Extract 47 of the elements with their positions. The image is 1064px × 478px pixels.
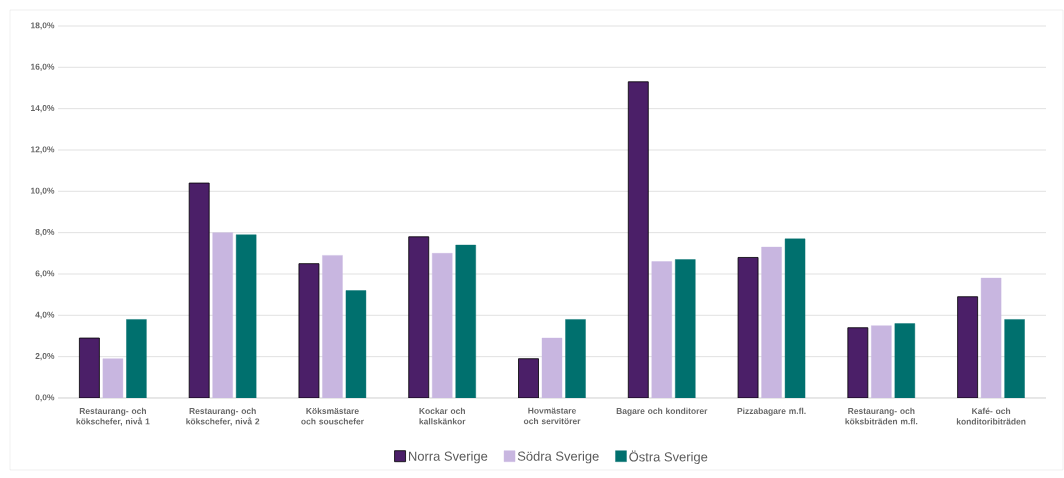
x-tick-label: Pizzabagare m.fl.: [737, 407, 806, 416]
bar: [322, 255, 343, 398]
bar: [455, 244, 476, 398]
x-tick-label: Bagare och konditorer: [616, 407, 708, 416]
bar: [79, 337, 100, 398]
legend-label: Norra Sverige: [409, 451, 488, 464]
bar: [871, 325, 892, 398]
bar: [761, 246, 782, 398]
y-tick-label: 18,0%: [31, 22, 55, 30]
x-tick-label: Restaurang- och kökschefer, nivå 1: [76, 407, 150, 426]
y-tick-label: 2,0%: [35, 353, 55, 361]
x-tick-label: Restaurang- och köksbiträden m.fl.: [845, 407, 918, 425]
bar: [212, 232, 233, 398]
bar: [102, 358, 124, 398]
bar: [188, 182, 210, 398]
bar: [1004, 319, 1025, 398]
x-tick-label: Hovmästare och servitörer: [523, 407, 581, 425]
y-tick-label: 16,0%: [31, 63, 55, 71]
y-tick-label: 6,0%: [35, 270, 55, 278]
x-tick-label: Restaurang- och kökschefer, nivå 2: [186, 407, 260, 426]
y-tick-label: 4,0%: [35, 311, 55, 319]
y-tick-label: 12,0%: [31, 146, 55, 154]
bar: [345, 290, 367, 398]
x-tick-label: Kafé- och konditoribiträden: [956, 407, 1026, 425]
bar: [518, 358, 539, 398]
x-tick-label: Köksmästare och souschefer: [301, 407, 364, 425]
x-tick-label: Kockar och kallskänkor: [419, 407, 466, 425]
bar: [784, 238, 806, 398]
bar: [980, 277, 1002, 398]
bar: [651, 261, 672, 398]
bar: [126, 319, 147, 398]
y-tick-label: 8,0%: [35, 229, 55, 237]
bar: [235, 234, 257, 398]
bar: [541, 337, 563, 398]
y-tick-label: 10,0%: [31, 187, 55, 195]
y-tick-label: 14,0%: [31, 105, 55, 113]
legend-label: Östra Sverige: [629, 450, 708, 465]
bar: [675, 259, 696, 398]
legend-label: Södra Sverige: [517, 451, 599, 464]
bar: [408, 236, 430, 398]
bar: [565, 319, 586, 398]
bar: [847, 327, 869, 398]
y-tick-label: 0,0%: [35, 394, 55, 402]
bar: [957, 296, 979, 398]
bar: [432, 253, 453, 398]
bar: [627, 81, 649, 398]
bar: [894, 323, 916, 398]
